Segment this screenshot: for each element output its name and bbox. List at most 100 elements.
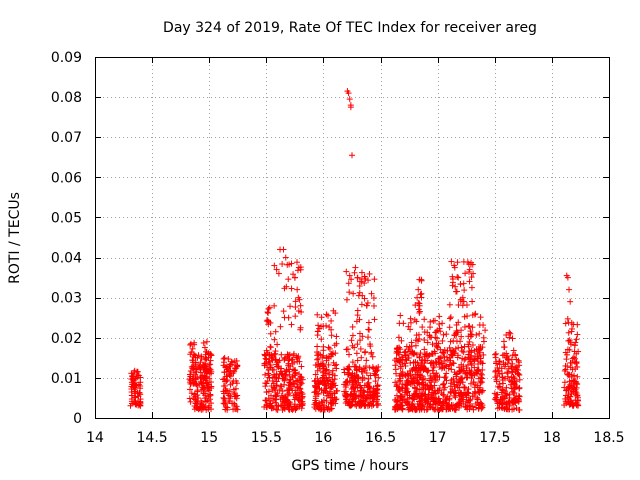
data-point [566,401,573,408]
data-point [453,328,460,335]
data-point [429,351,436,358]
y-tick-label: 0.09 [51,50,82,66]
data-point [203,338,210,345]
data-point [472,310,479,317]
data-point [270,366,277,373]
data-point [474,394,481,401]
data-point [202,398,209,405]
y-tick-label: 0.03 [51,291,82,307]
data-point [135,393,142,400]
data-point [332,310,339,317]
data-point [358,368,365,375]
data-point [206,369,213,376]
data-point [361,401,368,408]
data-point [292,313,299,320]
data-point [505,356,512,363]
data-point [395,334,402,341]
data-point [199,404,206,411]
data-point [504,369,511,376]
data-point [455,379,462,386]
data-point [295,355,302,362]
data-point [466,278,473,285]
data-point [311,404,318,411]
data-point [281,314,288,321]
data-points [127,88,582,413]
data-point [424,406,431,413]
data-point [446,405,453,412]
data-point [510,380,517,387]
data-point [365,326,372,333]
data-point [289,356,296,363]
data-point [515,367,522,374]
data-point [361,375,368,382]
data-point [462,370,469,377]
data-point [195,395,202,402]
data-point [234,362,241,369]
data-point [398,354,405,361]
data-point [261,351,268,358]
data-point [565,371,572,378]
data-point [273,370,280,377]
data-point [499,405,506,412]
data-point [366,389,373,396]
data-point [472,389,479,396]
data-point [136,401,143,408]
data-point [353,350,360,357]
data-point [228,358,235,365]
data-point [281,285,288,292]
x-tick-label: 18.5 [593,430,624,446]
data-point [493,376,500,383]
data-point [397,312,404,319]
data-point [299,391,306,398]
x-tick-label: 17 [429,430,447,446]
data-point [265,310,272,317]
data-point [298,363,305,370]
data-point [492,354,499,361]
data-point [412,406,419,413]
data-point [423,367,430,374]
data-point [285,357,292,364]
data-point [288,321,295,328]
data-point [282,254,289,261]
data-point [272,350,279,357]
data-point [207,392,214,399]
data-point [512,396,519,403]
data-point [323,397,330,404]
data-point [421,316,428,323]
data-point [370,302,377,309]
data-point [442,362,449,369]
data-point [401,349,408,356]
data-point [478,405,485,412]
x-tick-label: 14 [86,430,104,446]
data-point [187,373,194,380]
data-point [351,371,358,378]
data-point [272,356,279,363]
data-point [314,332,321,339]
data-point [416,354,423,361]
data-point [562,366,569,373]
data-point [365,334,372,341]
data-point [374,382,381,389]
data-point [346,96,353,103]
x-tick-label: 14.5 [137,430,168,446]
data-point [419,324,426,331]
data-point [402,371,409,378]
data-point [187,398,194,405]
data-point [190,363,197,370]
data-point [515,357,522,364]
data-point [284,397,291,404]
data-point [202,356,209,363]
data-point [570,354,577,361]
data-point [432,390,439,397]
y-axis-label: ROTI / TECUs [7,192,23,284]
data-point [354,357,361,364]
data-point [328,351,335,358]
data-point [363,357,370,364]
data-point [325,344,332,351]
data-point [396,378,403,385]
data-point [199,384,206,391]
data-point [443,354,450,361]
data-point [441,380,448,387]
data-point [449,276,456,283]
data-point [187,340,194,347]
